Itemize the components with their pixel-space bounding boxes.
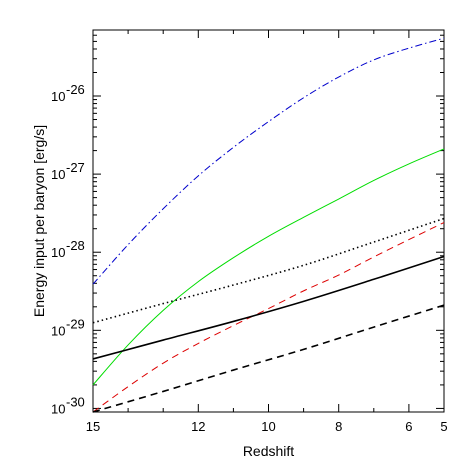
x-tick-label: 12 bbox=[191, 419, 205, 434]
x-tick-label: 5 bbox=[440, 419, 447, 434]
y-tick-label-exponent: -27 bbox=[66, 160, 85, 175]
x-tick-label: 6 bbox=[405, 419, 412, 434]
series-line-1 bbox=[92, 37, 445, 285]
y-tick-label: 10 -27 bbox=[51, 160, 85, 182]
y-axis-label: Energy input per baryon [erg/s] bbox=[31, 125, 47, 317]
x-tick-label: 8 bbox=[335, 419, 342, 434]
axis-ticks bbox=[92, 29, 445, 413]
y-tick-label: 10 -29 bbox=[51, 316, 85, 338]
series-line-4 bbox=[92, 222, 445, 413]
y-tick-label-exponent: -28 bbox=[66, 238, 85, 253]
y-tick-label: 10 -26 bbox=[51, 82, 85, 104]
plot-frame bbox=[92, 29, 445, 413]
y-tick-label-exponent: -29 bbox=[66, 316, 85, 331]
x-axis-label: Redshift bbox=[243, 443, 294, 459]
y-tick-label-exponent: -30 bbox=[66, 394, 85, 409]
x-tick-label: 10 bbox=[261, 419, 275, 434]
series-line-3 bbox=[92, 217, 445, 324]
y-tick-label: 10 -30 bbox=[51, 394, 85, 416]
x-tick-label: 15 bbox=[86, 419, 100, 434]
y-tick-label-base: 10 bbox=[51, 167, 65, 182]
x-tick-labels: 15 12 10 8 6 5 bbox=[86, 419, 448, 434]
y-tick-label: 10 -28 bbox=[51, 238, 85, 260]
y-tick-label-base: 10 bbox=[51, 245, 65, 260]
series-line-6 bbox=[92, 304, 445, 413]
series-line-5 bbox=[92, 255, 445, 360]
y-tick-label-base: 10 bbox=[51, 401, 65, 416]
y-tick-label-exponent: -26 bbox=[66, 82, 85, 97]
y-tick-label-base: 10 bbox=[51, 89, 65, 104]
series-line-2 bbox=[92, 148, 445, 386]
series-layer bbox=[92, 37, 445, 413]
y-tick-label-base: 10 bbox=[51, 323, 65, 338]
